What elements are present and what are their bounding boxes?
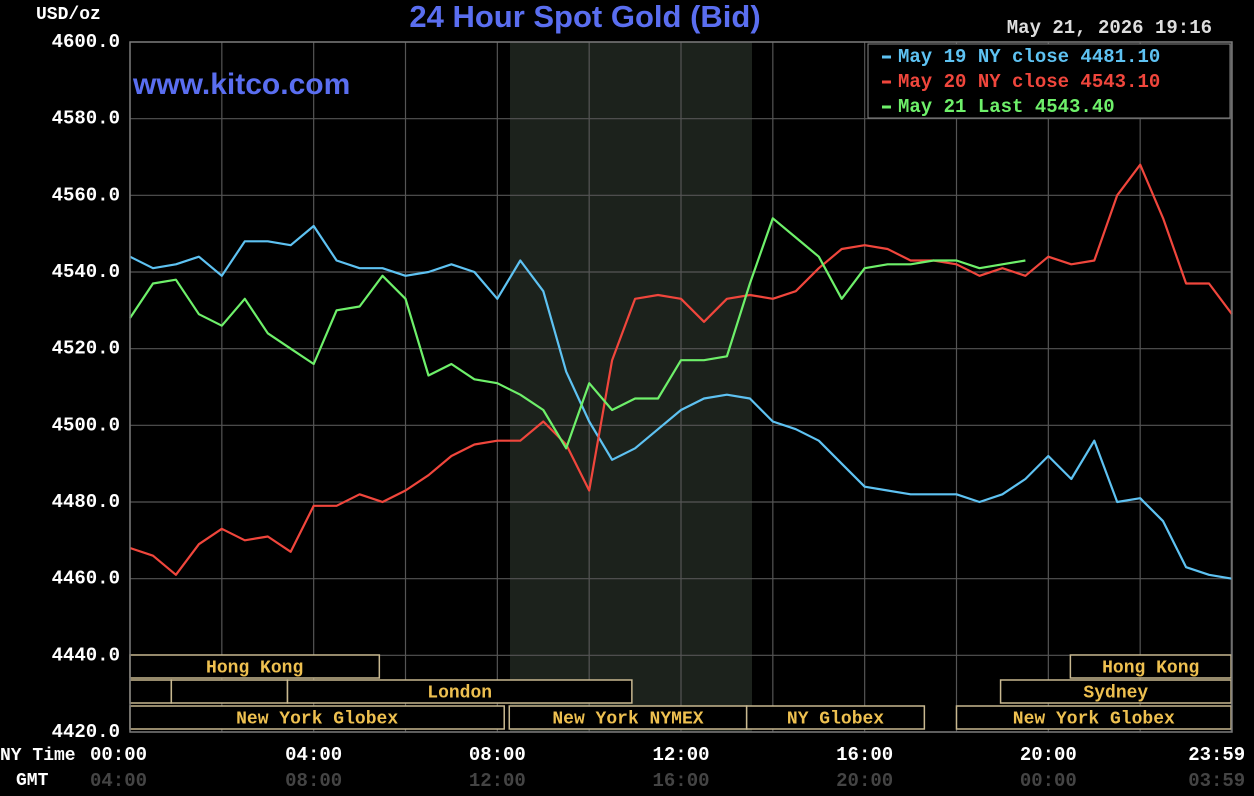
x2-tick-label: 00:00 [1020, 770, 1077, 792]
y-tick-label: 4460.0 [52, 568, 120, 590]
trading-shade [510, 42, 752, 732]
x2-tick-label: 12:00 [469, 770, 526, 792]
watermark: www.kitco.com [132, 68, 350, 101]
x-tick-label: 04:00 [285, 744, 342, 766]
legend-label: May 20 NY close 4543.10 [898, 71, 1160, 93]
y-axis-label: USD/oz [36, 5, 101, 25]
session-box [745, 705, 926, 730]
session-label: NY Globex [787, 709, 884, 729]
session-box [129, 679, 173, 704]
plot-frame [129, 41, 1233, 733]
timestamp: May 21, 2026 19:16 [1007, 17, 1212, 39]
series-lines [129, 163, 1233, 580]
x2-tick-label: 16:00 [652, 770, 709, 792]
y-tick-label: 4420.0 [52, 721, 120, 743]
session-label: Sydney [1083, 683, 1148, 703]
series-line [129, 163, 1233, 576]
x-tick-label: 16:00 [836, 744, 893, 766]
x2-tick-label: 04:00 [90, 770, 147, 792]
session-box [1069, 654, 1232, 679]
session-box [955, 705, 1232, 730]
session-label: Hong Kong [1102, 658, 1199, 678]
x-tick-label: 12:00 [652, 744, 709, 766]
y-tick-label: 4520.0 [52, 338, 120, 360]
x2-tick-label: 03:59 [1188, 770, 1245, 792]
legend-label: May 21 Last 4543.40 [898, 96, 1115, 118]
x2-tick-label: 20:00 [836, 770, 893, 792]
x-tick-label: 00:00 [90, 744, 147, 766]
y-tick-label: 4600.0 [52, 31, 120, 53]
x2-axis-label: GMT [16, 771, 49, 791]
x-tick-label: 20:00 [1020, 744, 1077, 766]
x-axis-label: NY Time [0, 746, 76, 766]
x2-tick-label: 08:00 [285, 770, 342, 792]
series-line [129, 224, 1233, 580]
x-tick-label: 08:00 [469, 744, 526, 766]
legend-label: May 19 NY close 4481.10 [898, 46, 1160, 68]
session-box [999, 679, 1232, 704]
y-tick-label: 4480.0 [52, 491, 120, 513]
chart-title: 24 Hour Spot Gold (Bid) [409, 0, 760, 34]
y-tick-label: 4580.0 [52, 108, 120, 130]
session-box [170, 679, 289, 704]
y-tick-label: 4560.0 [52, 184, 120, 206]
session-box [286, 679, 633, 704]
x-tick-label: 23:59 [1188, 744, 1245, 766]
y-tick-label: 4540.0 [52, 261, 120, 283]
session-label: New York NYMEX [552, 709, 703, 729]
legend-box [867, 43, 1231, 119]
sessions: Hong Kong Hong Kong London Sydney New York G… [129, 654, 1232, 730]
session-label: Hong Kong [206, 658, 303, 678]
session-label: New York Globex [236, 709, 398, 729]
session-label: London [427, 683, 492, 703]
y-tick-label: 4440.0 [52, 644, 120, 666]
session-label: New York Globex [1013, 709, 1175, 729]
y-tick-label: 4500.0 [52, 414, 120, 436]
legend: May 19 NY close 4481.10 May 20 NY close 4… [882, 46, 1160, 118]
series-line [129, 217, 1026, 450]
